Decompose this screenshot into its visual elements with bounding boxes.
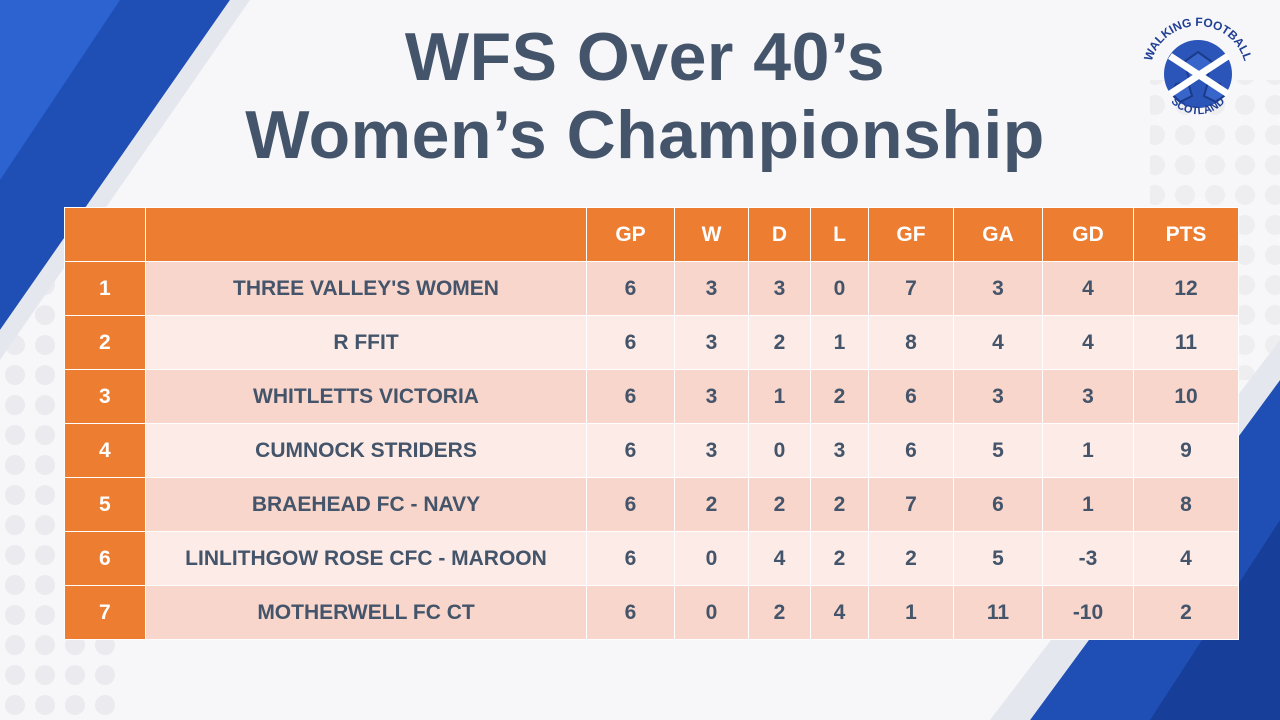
losses: 2	[810, 369, 869, 424]
title-line-1: WFS Over 40’s	[404, 19, 886, 95]
table-row: 4 CUMNOCK STRIDERS 6 3 0 3 6 5 1 9	[64, 423, 1239, 478]
games-played: 6	[586, 369, 675, 424]
goals-for: 6	[868, 423, 954, 478]
points: 11	[1133, 315, 1239, 370]
table-row: 7 MOTHERWELL FC CT 6 0 2 4 1 11 -10 2	[64, 585, 1239, 640]
goal-difference: 4	[1042, 261, 1134, 316]
team-name: LINLITHGOW ROSE CFC - MAROON	[145, 531, 587, 586]
header-l: L	[810, 207, 869, 262]
draws: 0	[748, 423, 811, 478]
position-cell: 3	[64, 369, 146, 424]
goals-for: 2	[868, 531, 954, 586]
header-w: W	[674, 207, 749, 262]
losses: 2	[810, 531, 869, 586]
goals-against: 5	[953, 423, 1043, 478]
team-name: R FFIT	[145, 315, 587, 370]
header-gf: GF	[868, 207, 954, 262]
goal-difference: 3	[1042, 369, 1134, 424]
goals-against: 11	[953, 585, 1043, 640]
wins: 2	[674, 477, 749, 532]
goal-difference: 1	[1042, 477, 1134, 532]
walking-football-scotland-logo: WALKING FOOTBALL SCOTLAND	[1141, 15, 1255, 117]
draws: 2	[748, 585, 811, 640]
header-pts: PTS	[1133, 207, 1239, 262]
goal-difference: -10	[1042, 585, 1134, 640]
games-played: 6	[586, 477, 675, 532]
draws: 2	[748, 315, 811, 370]
draws: 2	[748, 477, 811, 532]
page-title: WFS Over 40’s Women’s Championship	[0, 18, 1280, 174]
wins: 0	[674, 585, 749, 640]
header-pos	[64, 207, 146, 262]
goals-against: 6	[953, 477, 1043, 532]
points: 9	[1133, 423, 1239, 478]
points: 2	[1133, 585, 1239, 640]
losses: 0	[810, 261, 869, 316]
position-cell: 4	[64, 423, 146, 478]
draws: 3	[748, 261, 811, 316]
points: 10	[1133, 369, 1239, 424]
wins: 3	[674, 315, 749, 370]
games-played: 6	[586, 261, 675, 316]
games-played: 6	[586, 531, 675, 586]
team-name: BRAEHEAD FC - NAVY	[145, 477, 587, 532]
games-played: 6	[586, 423, 675, 478]
losses: 4	[810, 585, 869, 640]
points: 4	[1133, 531, 1239, 586]
goal-difference: 1	[1042, 423, 1134, 478]
goals-for: 8	[868, 315, 954, 370]
position-cell: 6	[64, 531, 146, 586]
position-cell: 7	[64, 585, 146, 640]
wins: 3	[674, 369, 749, 424]
goal-difference: 4	[1042, 315, 1134, 370]
header-team	[145, 207, 587, 262]
team-name: THREE VALLEY'S WOMEN	[145, 261, 587, 316]
table-row: 6 LINLITHGOW ROSE CFC - MAROON 6 0 4 2 2…	[64, 531, 1239, 586]
wins: 3	[674, 261, 749, 316]
team-name: WHITLETTS VICTORIA	[145, 369, 587, 424]
position-cell: 2	[64, 315, 146, 370]
table-row: 2 R FFIT 6 3 2 1 8 4 4 11	[64, 315, 1239, 370]
header-d: D	[748, 207, 811, 262]
goals-for: 7	[868, 477, 954, 532]
losses: 1	[810, 315, 869, 370]
goals-for: 7	[868, 261, 954, 316]
title-line-2: Women’s Championship	[245, 97, 1045, 173]
losses: 3	[810, 423, 869, 478]
points: 12	[1133, 261, 1239, 316]
goals-against: 5	[953, 531, 1043, 586]
table-header-row: GP W D L GF GA GD PTS	[64, 207, 1239, 262]
games-played: 6	[586, 315, 675, 370]
wins: 0	[674, 531, 749, 586]
team-name: CUMNOCK STRIDERS	[145, 423, 587, 478]
table-row: 1 THREE VALLEY'S WOMEN 6 3 3 0 7 3 4 12	[64, 261, 1239, 316]
table-row: 5 BRAEHEAD FC - NAVY 6 2 2 2 7 6 1 8	[64, 477, 1239, 532]
goals-against: 3	[953, 369, 1043, 424]
goals-against: 4	[953, 315, 1043, 370]
goals-for: 1	[868, 585, 954, 640]
header-gp: GP	[586, 207, 675, 262]
wins: 3	[674, 423, 749, 478]
position-cell: 1	[64, 261, 146, 316]
games-played: 6	[586, 585, 675, 640]
losses: 2	[810, 477, 869, 532]
draws: 4	[748, 531, 811, 586]
table-row: 3 WHITLETTS VICTORIA 6 3 1 2 6 3 3 10	[64, 369, 1239, 424]
league-table: GP W D L GF GA GD PTS 1 THREE VALLEY'S W…	[64, 207, 1239, 640]
goal-difference: -3	[1042, 531, 1134, 586]
header-gd: GD	[1042, 207, 1134, 262]
draws: 1	[748, 369, 811, 424]
header-ga: GA	[953, 207, 1043, 262]
goals-for: 6	[868, 369, 954, 424]
team-name: MOTHERWELL FC CT	[145, 585, 587, 640]
points: 8	[1133, 477, 1239, 532]
goals-against: 3	[953, 261, 1043, 316]
position-cell: 5	[64, 477, 146, 532]
